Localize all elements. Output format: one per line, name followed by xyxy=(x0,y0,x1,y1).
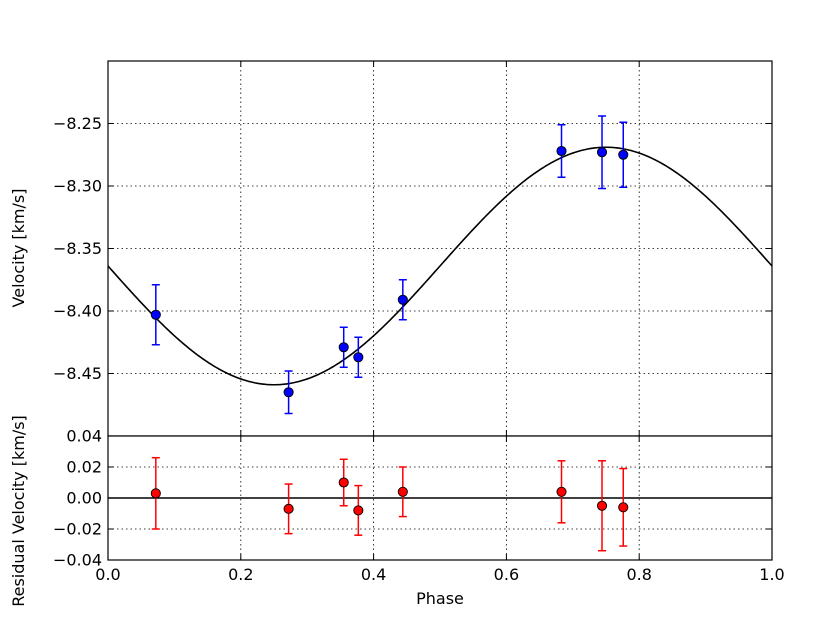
x-tick-label: 0.0 xyxy=(95,565,120,584)
data-point xyxy=(353,336,364,378)
data-point xyxy=(150,456,161,530)
y-tick-label: 0.00 xyxy=(66,489,102,508)
data-point-marker xyxy=(338,342,349,353)
data-point-marker xyxy=(596,500,608,511)
data-point-marker xyxy=(556,486,567,497)
y-tick-label: −8.30 xyxy=(53,177,102,196)
model-sinusoid-line xyxy=(107,146,773,386)
data-point xyxy=(556,124,567,178)
residual-y-axis-label: Residual Velocity [km/s] xyxy=(9,415,28,607)
data-point-marker xyxy=(618,502,629,513)
data-point-marker xyxy=(283,387,294,398)
velocity-y-axis-label: Velocity [km/s] xyxy=(9,189,28,308)
y-tick-label: −8.40 xyxy=(53,302,102,321)
data-point-marker xyxy=(397,486,408,497)
data-point-marker xyxy=(556,145,567,157)
data-point-marker xyxy=(283,503,294,514)
x-tick-label: 0.6 xyxy=(494,565,519,584)
residual-data-points xyxy=(150,456,629,552)
y-tick-label: −8.35 xyxy=(53,239,102,258)
velocity-ticks xyxy=(107,61,773,436)
y-tick-label: 0.04 xyxy=(66,427,102,446)
phase-x-tick-labels: 0.0 0.2 0.4 0.6 0.8 1.0 xyxy=(95,565,784,584)
velocity-y-tick-labels: −8.25 −8.30 −8.35 −8.40 −8.45 xyxy=(53,114,102,383)
data-point xyxy=(618,467,629,547)
velocity-data-points xyxy=(150,115,629,415)
data-point-marker xyxy=(353,505,364,516)
data-point xyxy=(397,279,408,321)
velocity-model-curve xyxy=(107,146,773,386)
data-point xyxy=(618,121,629,188)
x-tick-label: 0.2 xyxy=(228,565,253,584)
data-point xyxy=(283,370,294,415)
velocity-plot-area xyxy=(108,61,772,436)
phase-x-axis-label: Phase xyxy=(416,589,464,608)
data-point xyxy=(338,326,349,368)
data-point xyxy=(397,466,408,518)
data-point-marker xyxy=(150,488,161,499)
x-tick-label: 0.8 xyxy=(626,565,651,584)
data-point xyxy=(338,458,349,507)
data-point-marker xyxy=(150,309,161,320)
data-point xyxy=(150,284,161,346)
data-point-marker xyxy=(596,147,608,158)
residual-ticks xyxy=(107,435,773,561)
residual-y-tick-labels: 0.04 0.02 0.00 −0.02 −0.04 xyxy=(53,427,102,570)
data-point xyxy=(596,115,608,190)
velocity-panel: −8.25 −8.30 −8.35 −8.40 −8.45 Velocity [km/s… xyxy=(9,60,773,437)
data-point xyxy=(556,460,567,524)
data-point-marker xyxy=(397,294,408,305)
data-point xyxy=(596,460,608,552)
data-point xyxy=(283,483,294,535)
data-point xyxy=(353,484,364,536)
data-point-marker xyxy=(618,149,629,160)
x-tick-label: 1.0 xyxy=(759,565,784,584)
x-tick-label: 0.4 xyxy=(361,565,386,584)
y-tick-label: 0.02 xyxy=(66,458,102,477)
y-tick-label: −8.45 xyxy=(53,364,102,383)
residual-panel: 0.04 0.02 0.00 −0.02 −0.04 0.0 0.2 0.4 0.6 0.8 1.… xyxy=(9,415,785,608)
y-tick-label: −0.04 xyxy=(53,551,102,570)
y-tick-label: −0.02 xyxy=(53,520,102,539)
data-point-marker xyxy=(338,477,349,488)
data-point-marker xyxy=(353,352,364,363)
y-tick-label: −8.25 xyxy=(53,114,102,133)
